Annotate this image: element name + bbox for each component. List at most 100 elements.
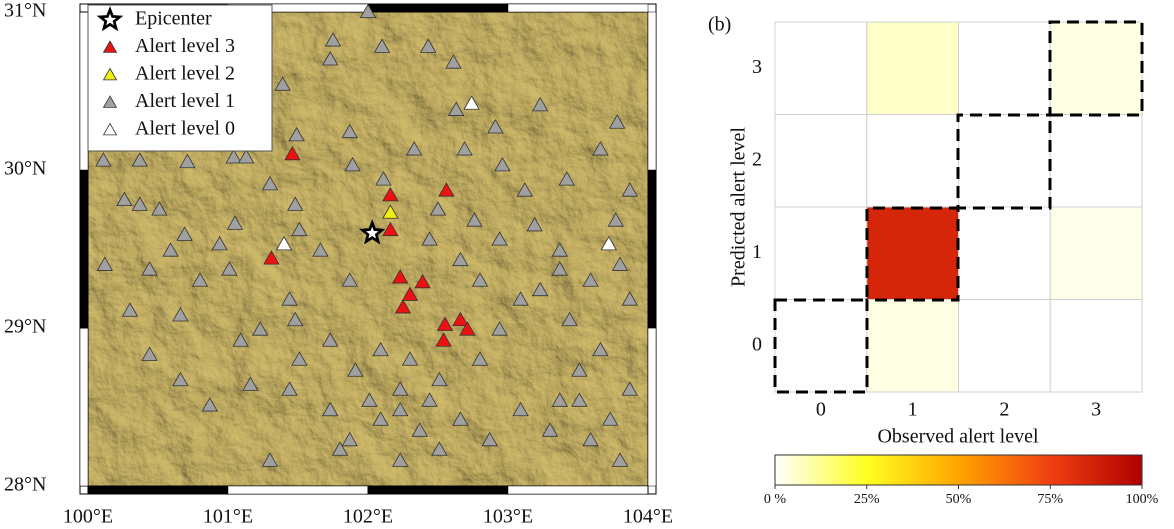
x-tick-label: 101°E bbox=[203, 506, 253, 528]
station bbox=[131, 152, 148, 167]
y-tick-label: 3 bbox=[752, 56, 762, 78]
station bbox=[238, 149, 255, 164]
frame-segment bbox=[79, 11, 89, 171]
panel-label: (b) bbox=[708, 14, 731, 36]
y-tick-label: 30°N bbox=[4, 158, 46, 180]
station bbox=[141, 261, 158, 276]
frame-segment bbox=[79, 327, 89, 487]
station bbox=[162, 242, 179, 257]
station bbox=[191, 272, 209, 287]
station bbox=[421, 392, 438, 407]
heatmap-cell bbox=[958, 21, 1051, 115]
station bbox=[131, 196, 148, 211]
x-tick-label: 103°E bbox=[483, 506, 533, 528]
y-tick-label: 1 bbox=[752, 241, 762, 263]
station bbox=[602, 411, 619, 426]
station bbox=[541, 422, 559, 437]
station bbox=[558, 171, 575, 186]
heatmap-cell bbox=[774, 299, 868, 393]
legend-marker bbox=[102, 95, 118, 108]
station bbox=[471, 272, 489, 287]
station bbox=[341, 272, 358, 287]
star-inner bbox=[366, 226, 379, 239]
legend-label: Epicenter bbox=[135, 8, 212, 30]
legend-box bbox=[87, 4, 273, 152]
station bbox=[487, 119, 504, 134]
station bbox=[452, 251, 469, 267]
frame-segment bbox=[507, 3, 649, 13]
station bbox=[431, 371, 448, 387]
station bbox=[526, 216, 543, 232]
station bbox=[436, 316, 454, 331]
station bbox=[382, 204, 399, 219]
colorbar-tick-label: 0 % bbox=[764, 492, 787, 507]
station bbox=[211, 235, 228, 251]
heatmap-cell bbox=[774, 206, 868, 300]
heatmap-cell bbox=[774, 114, 868, 208]
heatmap-cell bbox=[774, 21, 868, 115]
station bbox=[96, 256, 113, 271]
station bbox=[512, 291, 529, 306]
heatmap-cell bbox=[866, 21, 959, 115]
station bbox=[456, 141, 473, 156]
station bbox=[406, 141, 423, 156]
colorbar-tick-label: 50% bbox=[946, 492, 972, 507]
station bbox=[592, 341, 609, 357]
station bbox=[372, 411, 389, 426]
station bbox=[274, 76, 291, 91]
station bbox=[551, 242, 568, 257]
station bbox=[512, 401, 529, 417]
station bbox=[331, 441, 349, 456]
station bbox=[582, 272, 599, 287]
station bbox=[201, 397, 218, 412]
station bbox=[438, 182, 455, 197]
station bbox=[459, 321, 476, 336]
station bbox=[551, 261, 568, 276]
station bbox=[284, 145, 301, 161]
station bbox=[179, 153, 196, 169]
station bbox=[347, 362, 364, 377]
station bbox=[281, 291, 298, 306]
station bbox=[494, 156, 511, 172]
station bbox=[116, 191, 133, 207]
station bbox=[226, 215, 244, 230]
colorbar-tick-label: 100% bbox=[1126, 492, 1159, 507]
legend-marker bbox=[102, 40, 118, 53]
legend-marker bbox=[102, 67, 118, 81]
frame-segment bbox=[647, 327, 657, 487]
y-tick-label: 2 bbox=[752, 148, 762, 170]
station bbox=[361, 392, 378, 407]
station bbox=[151, 201, 168, 216]
station bbox=[287, 196, 304, 211]
station bbox=[582, 431, 599, 447]
station bbox=[172, 371, 189, 387]
heatmap-cell bbox=[1049, 206, 1143, 300]
station bbox=[291, 221, 308, 237]
station bbox=[394, 299, 412, 314]
station bbox=[448, 101, 465, 116]
heatmap-cell bbox=[866, 206, 959, 300]
station bbox=[373, 38, 391, 53]
station bbox=[611, 452, 629, 467]
station bbox=[344, 156, 361, 172]
station bbox=[609, 114, 626, 129]
x-tick-label: 100°E bbox=[63, 506, 113, 528]
x-tick-label: 102°E bbox=[343, 506, 393, 528]
y-tick-label: 31°N bbox=[4, 0, 46, 22]
station bbox=[359, 3, 377, 19]
colorbar-tick-label: 75% bbox=[1037, 492, 1063, 507]
frame-segment bbox=[367, 3, 509, 13]
station bbox=[288, 126, 305, 142]
station bbox=[121, 302, 139, 317]
station bbox=[252, 321, 269, 336]
station bbox=[322, 51, 339, 66]
x-tick-label: 1 bbox=[908, 399, 918, 421]
station bbox=[312, 242, 329, 257]
frame-segment bbox=[79, 169, 89, 329]
station bbox=[561, 311, 578, 327]
x-tick-label: 3 bbox=[1091, 399, 1101, 421]
station bbox=[375, 171, 392, 186]
station bbox=[621, 381, 638, 396]
station bbox=[263, 250, 280, 265]
